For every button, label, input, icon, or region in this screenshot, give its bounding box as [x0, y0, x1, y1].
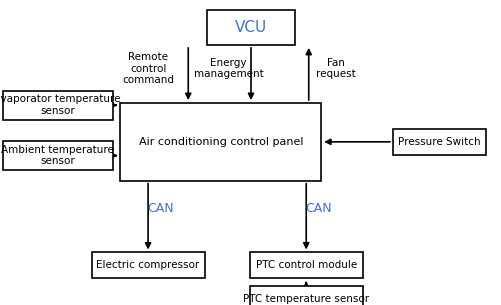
Text: PTC temperature sensor: PTC temperature sensor — [242, 294, 369, 304]
Bar — [3, 141, 113, 170]
Text: Energy
management: Energy management — [193, 58, 263, 79]
Text: CAN: CAN — [305, 203, 332, 215]
Text: Fan
request: Fan request — [316, 58, 356, 79]
Text: Evaporator temperature
sensor: Evaporator temperature sensor — [0, 95, 121, 116]
Bar — [249, 253, 362, 278]
Bar — [91, 253, 204, 278]
Text: Pressure Switch: Pressure Switch — [397, 137, 479, 147]
Text: Air conditioning control panel: Air conditioning control panel — [138, 137, 303, 147]
Text: Ambient temperature
sensor: Ambient temperature sensor — [2, 145, 114, 166]
Text: CAN: CAN — [147, 203, 174, 215]
Bar — [249, 286, 362, 305]
Text: Remote
control
command: Remote control command — [122, 52, 174, 85]
Text: VCU: VCU — [234, 20, 267, 35]
Text: Electric compressor: Electric compressor — [96, 260, 199, 270]
Bar — [3, 91, 113, 120]
Bar — [120, 103, 321, 181]
Bar — [206, 10, 294, 45]
Bar — [392, 129, 485, 155]
Text: PTC control module: PTC control module — [255, 260, 356, 270]
